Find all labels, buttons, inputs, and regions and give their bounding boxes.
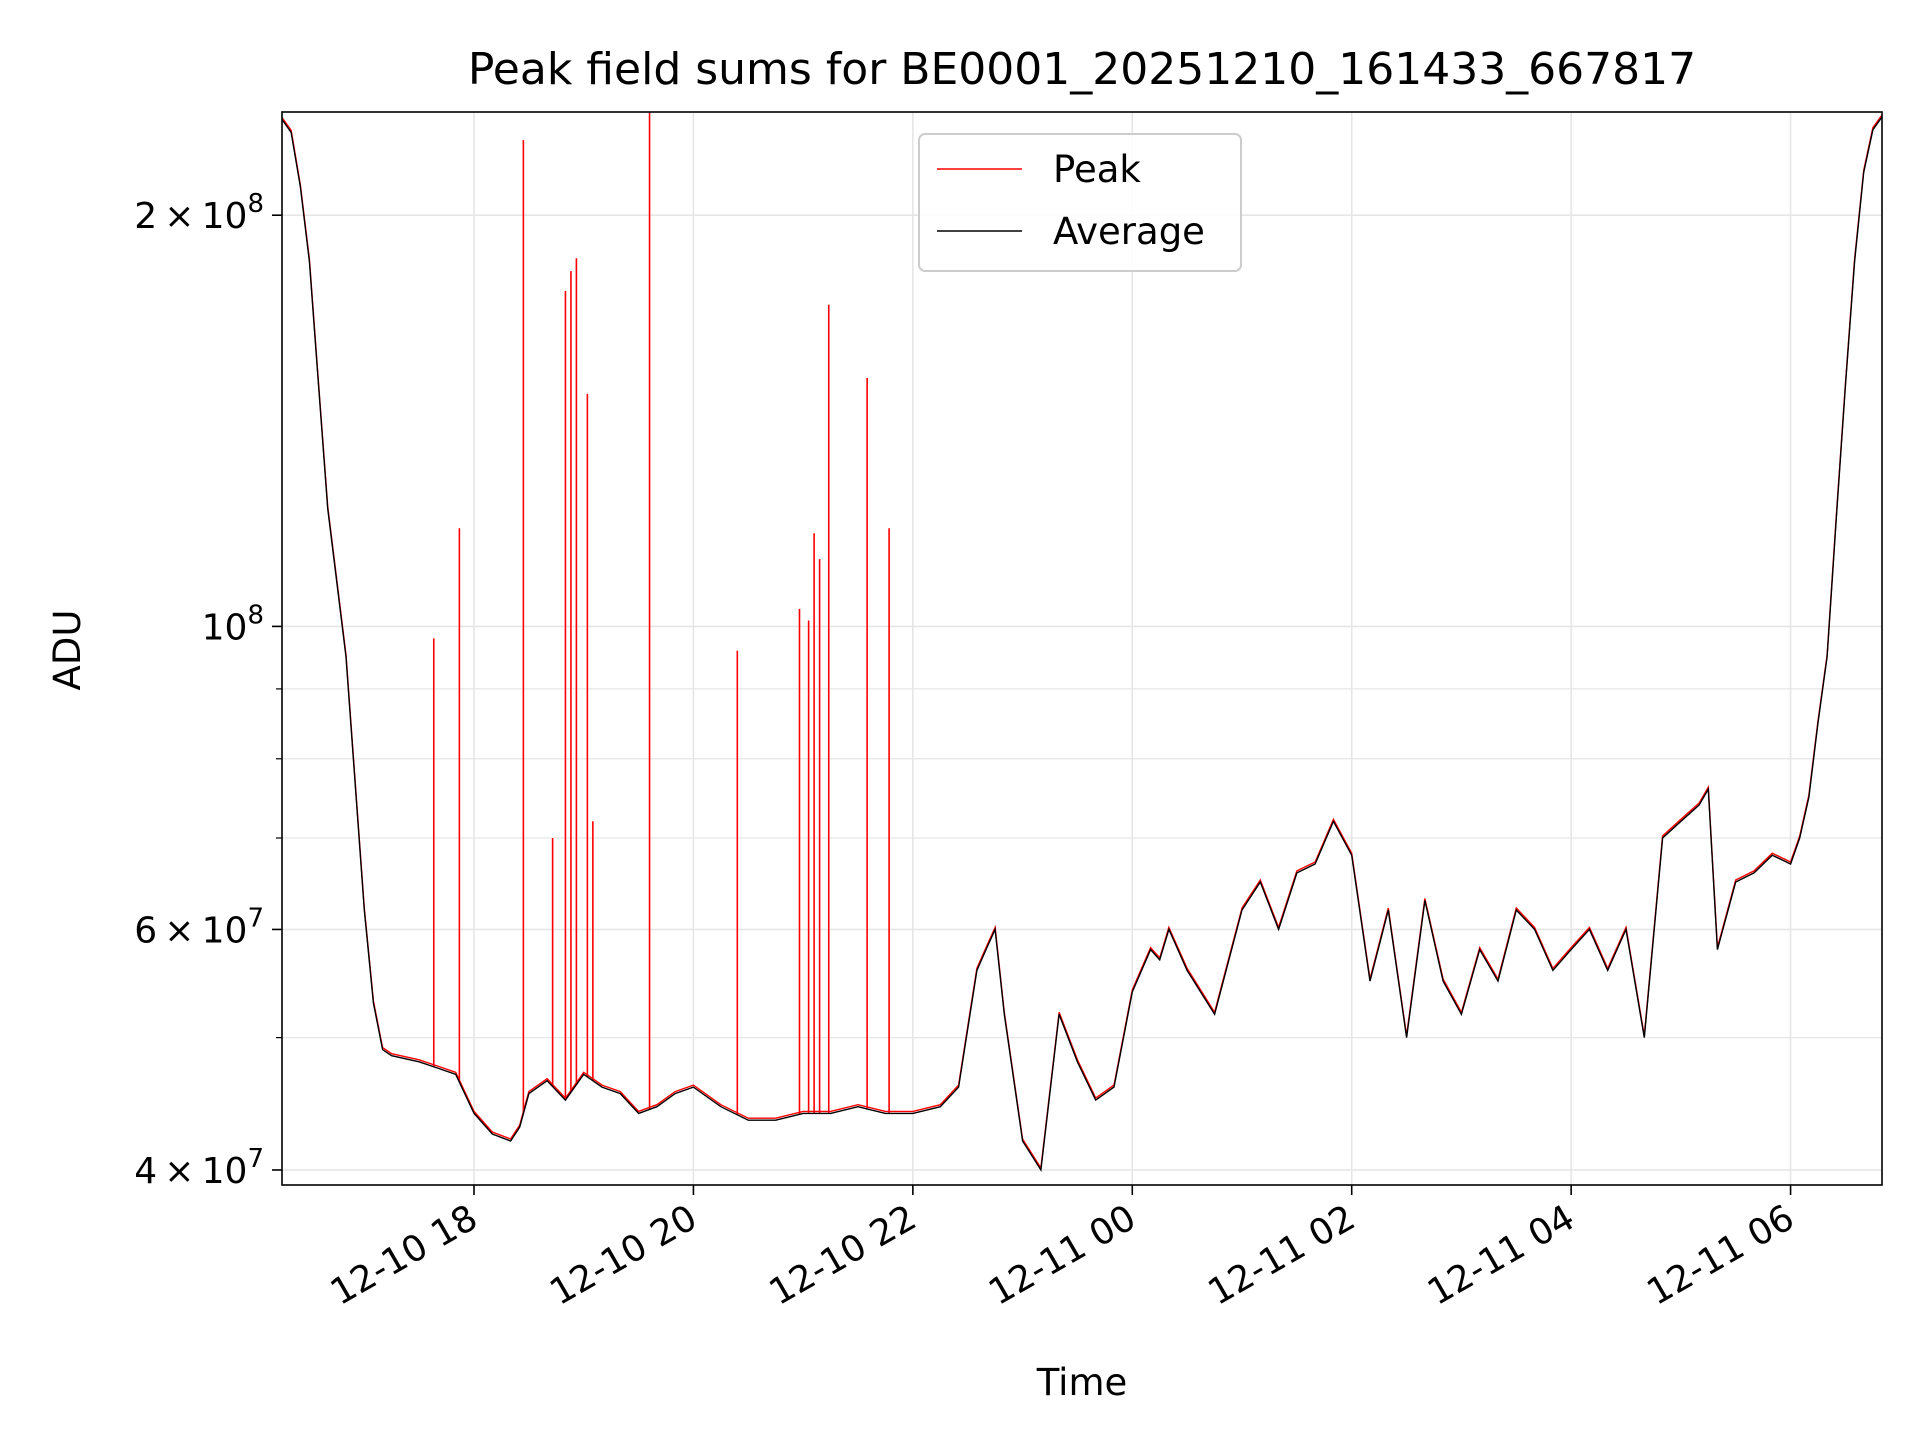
y-tick-label: 6 × 107 [134, 903, 264, 951]
legend: Peak Average [918, 133, 1242, 272]
series-average-line [281, 116, 1883, 1173]
series-lines [281, 112, 1883, 1173]
y-tick-label: 4 × 107 [134, 1144, 264, 1192]
y-tick-label: 108 [202, 600, 264, 648]
y-axis-label: ADU [46, 610, 89, 691]
plot-frame [281, 111, 1883, 1186]
series-peak-line [281, 114, 1883, 1171]
y-axis: 4 × 107 6 × 107 108 2 × 108 [134, 189, 282, 1192]
legend-label-average: Average [1053, 210, 1205, 253]
x-axis-label: Time [1036, 1361, 1128, 1404]
y-tick-label: 2 × 108 [134, 189, 264, 237]
legend-label-peak: Peak [1053, 148, 1141, 191]
chart-title: Peak field sums for BE0001_20251210_1614… [468, 44, 1696, 95]
